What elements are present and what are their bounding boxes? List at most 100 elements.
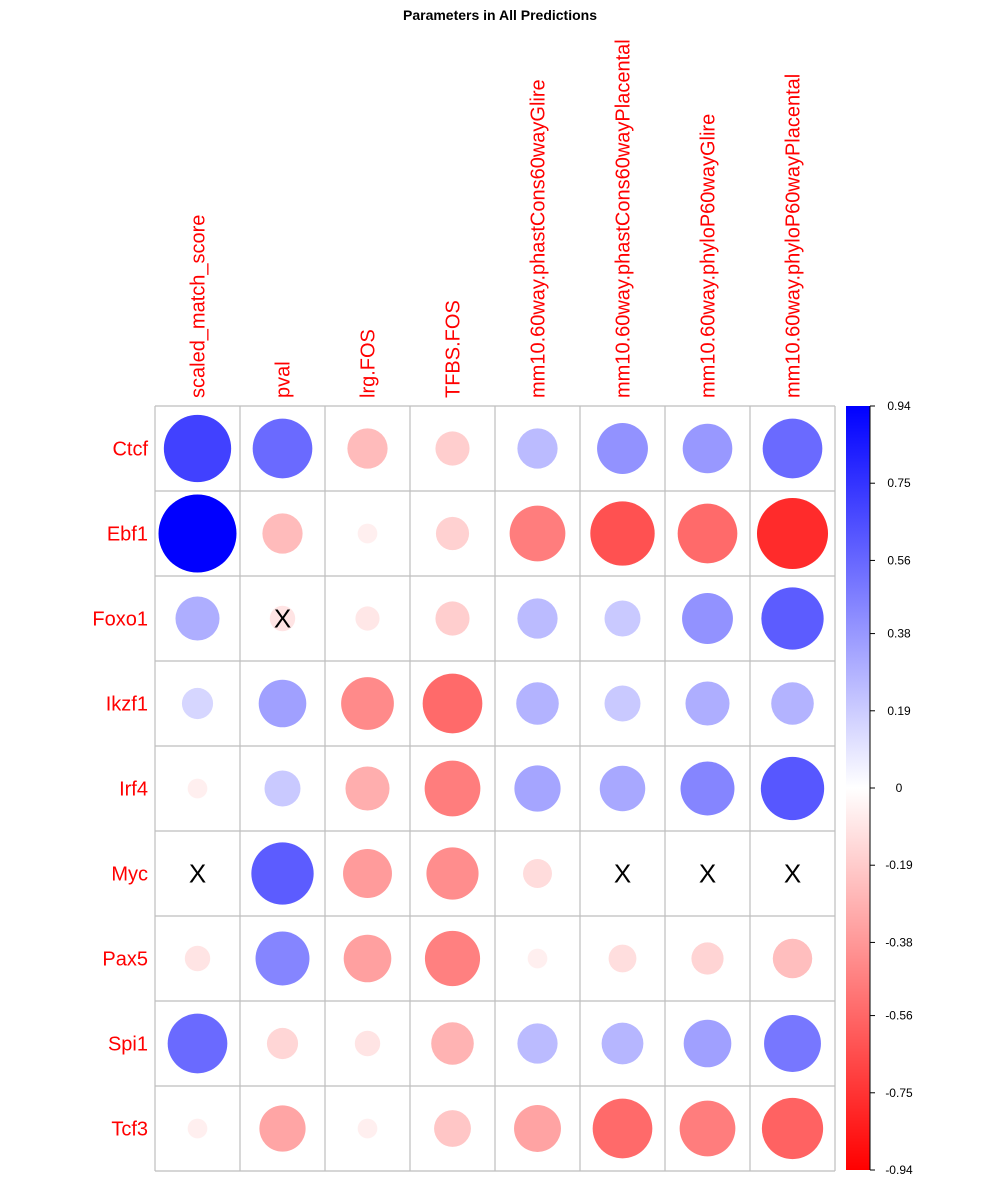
cell-circle <box>184 945 211 972</box>
cell-circle <box>760 756 825 821</box>
row-label: Ikzf1 <box>106 694 148 716</box>
row-labels: Ctcf Ebf1 Foxo1 Ikzf1 Irf4 Myc Pax5 Spi1 Tcf3 <box>92 439 148 1141</box>
cell-circle <box>683 1019 732 1068</box>
cell-circle <box>762 418 823 479</box>
cell-circle <box>357 523 378 544</box>
cell-circle <box>608 944 637 973</box>
cell-circle <box>354 1030 381 1057</box>
colorbar-tick-label: 0.19 <box>887 704 911 718</box>
colorbar-tick-label: 0.38 <box>887 627 911 641</box>
column-label: TFBS.FOS <box>443 300 465 398</box>
cell-circle <box>435 431 470 466</box>
column-label: mm10.60way.phastCons60wayPlacental <box>613 39 635 398</box>
cell-circle <box>604 600 641 637</box>
cell-circle <box>175 596 220 641</box>
cell-circle <box>347 428 388 469</box>
row-label: Spi1 <box>108 1034 148 1056</box>
cell-circle <box>187 778 208 799</box>
missing-marker: X <box>189 859 206 889</box>
cell-circle <box>771 682 814 725</box>
cell-circle <box>167 1013 228 1074</box>
cell-circle <box>426 847 479 900</box>
cell-circle <box>269 605 296 632</box>
cell-circle <box>251 842 314 905</box>
cell-circle <box>258 679 307 728</box>
colorbar-gradient <box>846 406 870 1170</box>
cell-circle <box>761 587 824 650</box>
cell-circle <box>435 601 470 636</box>
cell-circle <box>262 513 303 554</box>
cell-circle <box>685 681 730 726</box>
column-label: mm10.60way.phyloP60wayGlire <box>698 114 720 398</box>
column-label: scaled_match_score <box>188 215 210 398</box>
row-label: Pax5 <box>102 949 148 971</box>
cell-circle <box>680 761 735 816</box>
cell-circle <box>343 934 392 983</box>
cell-circle <box>756 497 829 570</box>
cell-circle <box>597 423 648 474</box>
chart-title: Parameters in All Predictions <box>403 7 597 23</box>
column-label: mm10.60way.phastCons60wayGlire <box>528 79 550 398</box>
colorbar-tick-label: 0.94 <box>887 399 911 413</box>
cell-circle <box>517 1023 558 1064</box>
colorbar-tick-label: -0.19 <box>885 858 913 872</box>
cell-circle <box>682 593 733 644</box>
cell-circle <box>509 505 566 562</box>
column-label: pval <box>273 361 295 398</box>
cell-circle <box>679 1100 736 1157</box>
cell-circle <box>677 503 738 564</box>
cell-circle <box>434 1110 471 1147</box>
cells: X X X X X <box>158 414 829 1160</box>
missing-marker: X <box>784 859 801 889</box>
cell-circle <box>424 930 481 987</box>
colorbar-tick-label: -0.56 <box>885 1009 913 1023</box>
row-label: Tcf3 <box>111 1119 148 1141</box>
row-label: Irf4 <box>119 779 148 801</box>
cell-circle <box>345 766 390 811</box>
row-label: Myc <box>111 864 148 886</box>
missing-marker: X <box>614 859 631 889</box>
cell-circle <box>604 685 641 722</box>
column-label: lrg.FOS <box>358 329 380 398</box>
row-label: Ebf1 <box>107 524 148 546</box>
cell-circle <box>516 682 559 725</box>
cell-circle <box>431 1022 474 1065</box>
cell-circle <box>523 859 552 888</box>
column-label: mm10.60way.phyloP60wayPlacental <box>783 74 805 398</box>
cell-circle <box>341 677 394 730</box>
missing-marker: X <box>699 859 716 889</box>
cell-circle <box>517 428 558 469</box>
cell-circle <box>590 501 655 566</box>
cell-circle <box>424 760 481 817</box>
cell-circle <box>355 606 380 631</box>
missing-marker: X <box>274 604 291 634</box>
cell-circle <box>761 1097 824 1160</box>
colorbar-tick-label: 0 <box>896 781 903 795</box>
cell-circle <box>691 942 724 975</box>
cell-circle <box>772 938 813 979</box>
colorbar-tick-label: -0.38 <box>885 935 913 949</box>
cell-circle <box>682 423 733 474</box>
colorbar-tick-label: 0.75 <box>887 476 911 490</box>
row-label: Ctcf <box>112 439 148 461</box>
colorbar-tick-label: -0.75 <box>885 1086 913 1100</box>
cell-circle <box>527 948 548 969</box>
cell-circle <box>599 765 646 812</box>
cell-circle <box>266 1027 299 1060</box>
cell-circle <box>255 931 310 986</box>
cell-circle <box>252 418 313 479</box>
colorbar-tick-label: 0.56 <box>887 553 911 567</box>
cell-circle <box>601 1022 644 1065</box>
cell-circle <box>517 598 558 639</box>
cell-circle <box>343 849 392 898</box>
cell-circle <box>592 1098 653 1159</box>
cell-circle <box>264 770 301 807</box>
cell-circle <box>259 1105 306 1152</box>
cell-circle <box>357 1118 378 1139</box>
cell-circle <box>422 673 483 734</box>
cell-circle <box>435 516 470 551</box>
color-legend: 0.94 0.75 0.56 0.38 0.19 0 -0.19 -0.38 -0.56 -0.7… <box>846 399 913 1177</box>
cell-circle <box>514 765 561 812</box>
cell-circle <box>764 1015 821 1072</box>
